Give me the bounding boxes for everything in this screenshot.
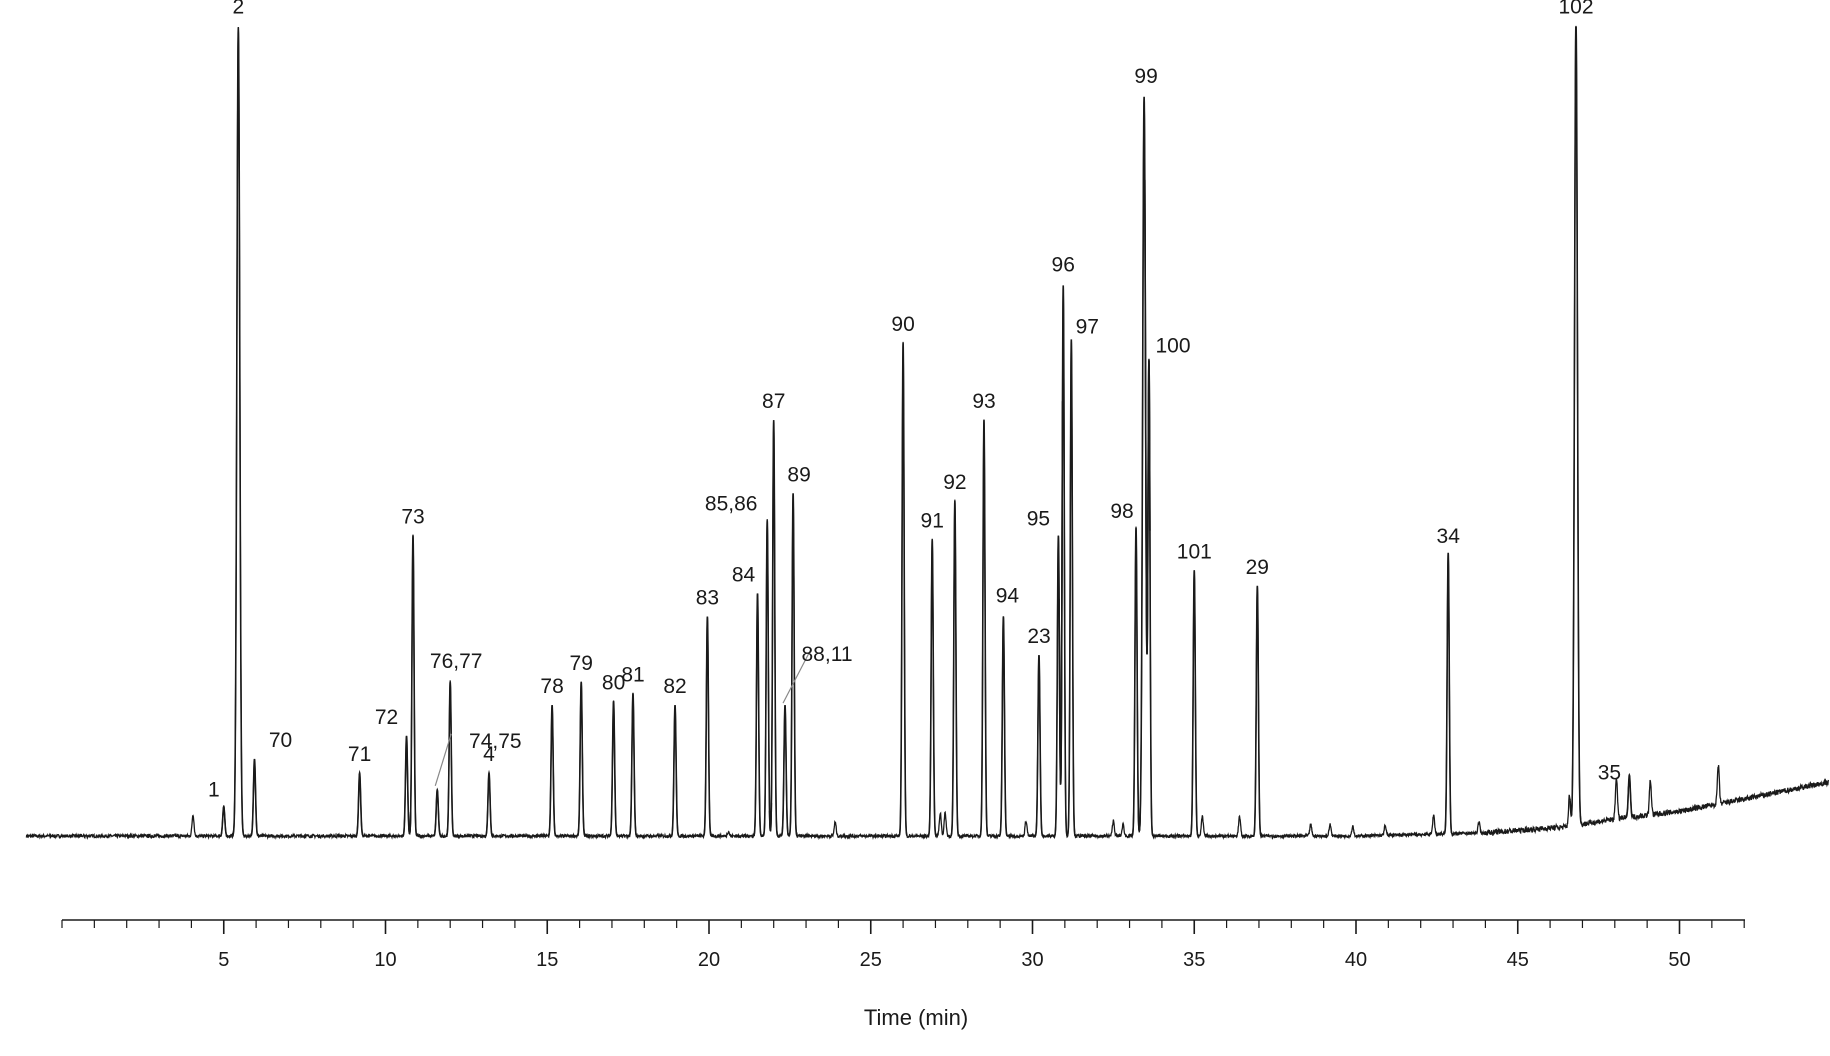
peak-label-76-77: 76,77 xyxy=(430,650,483,673)
peak-101 xyxy=(1189,570,1199,837)
peak-label-89: 89 xyxy=(787,463,810,486)
peak-label-91: 91 xyxy=(921,510,944,533)
peak-76-77 xyxy=(445,681,455,837)
peak-label-80: 80 xyxy=(602,671,625,694)
leader-line-74-75 xyxy=(434,733,452,786)
peak-label-1: 1 xyxy=(208,779,220,802)
peak-84 xyxy=(753,593,762,837)
leader-line-88-11 xyxy=(782,648,812,704)
peak-label-100: 100 xyxy=(1155,334,1190,357)
peak-label-96: 96 xyxy=(1052,254,1075,277)
x-tick-label-50: 50 xyxy=(1668,949,1690,971)
peak-79 xyxy=(576,681,586,837)
peak-label-79: 79 xyxy=(570,652,593,675)
peak-label-34: 34 xyxy=(1437,525,1461,548)
x-tick-label-40: 40 xyxy=(1345,949,1367,971)
peak-label-99: 99 xyxy=(1134,65,1157,88)
peak-85-86 xyxy=(762,520,773,837)
peak-80 xyxy=(609,701,618,837)
peak-label-4: 4 xyxy=(483,743,495,766)
peak-2 xyxy=(231,27,245,837)
peak-1 xyxy=(219,805,228,837)
peak-label-101: 101 xyxy=(1177,540,1212,563)
peak-29 xyxy=(1252,585,1262,837)
peak-label-81: 81 xyxy=(621,664,644,687)
peak-83 xyxy=(702,616,712,837)
peak-label-97: 97 xyxy=(1076,315,1099,338)
peak-78 xyxy=(547,704,557,837)
peak-70 xyxy=(250,758,259,837)
peak-label-88-11: 88,11 xyxy=(802,643,853,666)
peak-34 xyxy=(1443,552,1453,835)
x-axis-title: Time (min) xyxy=(864,1005,968,1030)
peak-label-70: 70 xyxy=(269,729,292,752)
peak-97 xyxy=(1066,339,1076,837)
peak-4 xyxy=(484,769,494,837)
peak-91 xyxy=(927,539,937,837)
peak-label-87: 87 xyxy=(762,390,785,413)
peak-81 xyxy=(628,693,638,837)
chromatogram-trace xyxy=(25,25,1829,841)
peak-label-72: 72 xyxy=(375,706,398,729)
peak-label-73: 73 xyxy=(401,506,424,529)
x-tick-label-25: 25 xyxy=(860,949,882,971)
peak-label-78: 78 xyxy=(540,675,563,698)
peak-label-2: 2 xyxy=(232,0,244,19)
x-tick-label-30: 30 xyxy=(1021,949,1043,971)
peak-87 xyxy=(768,420,779,837)
peak-73 xyxy=(408,535,418,837)
peak-label-94: 94 xyxy=(996,585,1020,608)
peak-98 xyxy=(1131,527,1141,837)
peak-92 xyxy=(950,501,960,837)
peak-71 xyxy=(355,769,364,837)
peak-label-83: 83 xyxy=(696,587,719,610)
peak-90 xyxy=(898,343,908,837)
peak-label-71: 71 xyxy=(348,743,371,766)
peak-93 xyxy=(979,420,989,837)
peak-label-90: 90 xyxy=(891,313,914,336)
peak-label-85-86: 85,86 xyxy=(705,492,758,515)
peak-96 xyxy=(1058,285,1068,837)
peak-72 xyxy=(402,735,412,837)
peak-label-92: 92 xyxy=(943,471,966,494)
x-tick-label-45: 45 xyxy=(1507,949,1529,971)
x-axis: 5 10 15 20 25 30 35 40 45 50 xyxy=(61,919,1745,971)
x-tick-label-10: 10 xyxy=(374,949,396,971)
peak-label-102: 102 xyxy=(1558,0,1593,19)
x-tick-label-20: 20 xyxy=(698,949,720,971)
x-tick-label-15: 15 xyxy=(536,949,558,971)
leader-lines xyxy=(434,648,812,786)
x-tick-label-5: 5 xyxy=(218,949,229,971)
peak-94 xyxy=(998,616,1008,837)
peak-74-75 xyxy=(433,787,442,837)
peak-35 xyxy=(1625,772,1634,819)
peak-23 xyxy=(1034,654,1044,837)
peak-label-82: 82 xyxy=(663,675,686,698)
peak-label-35: 35 xyxy=(1598,762,1621,785)
trace-layer xyxy=(25,25,1829,841)
peak-label-23: 23 xyxy=(1027,625,1050,648)
peak-82 xyxy=(670,704,680,837)
x-tick-label-35: 35 xyxy=(1183,949,1205,971)
peak-89 xyxy=(788,493,798,837)
peak-label-93: 93 xyxy=(972,390,995,413)
peak-label-29: 29 xyxy=(1246,556,1269,579)
peak-label-98: 98 xyxy=(1110,500,1133,523)
peak-88-11 xyxy=(780,704,790,837)
peak-label-74-75: 74,75 xyxy=(469,730,522,753)
peak-102 xyxy=(1569,26,1583,825)
peak-label-95: 95 xyxy=(1027,508,1050,531)
peak-100 xyxy=(1144,179,1154,837)
peak-label-84: 84 xyxy=(732,564,756,587)
